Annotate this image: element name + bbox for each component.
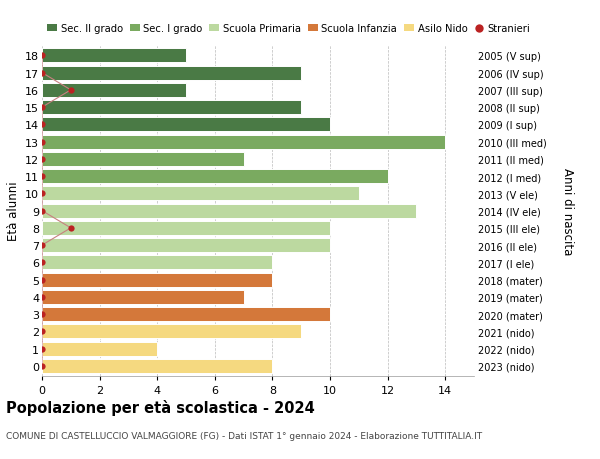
Bar <box>42 152 244 167</box>
Y-axis label: Età alunni: Età alunni <box>7 181 20 241</box>
Bar <box>42 118 330 132</box>
Bar <box>42 256 272 270</box>
Bar <box>42 290 244 304</box>
Bar <box>42 342 157 356</box>
Bar <box>42 49 186 63</box>
Bar <box>42 359 272 373</box>
Bar <box>42 84 186 98</box>
Bar <box>42 273 272 287</box>
Bar <box>42 135 445 149</box>
Bar <box>42 101 301 115</box>
Bar <box>42 325 301 339</box>
Bar <box>42 187 359 201</box>
Bar <box>42 67 301 80</box>
Bar <box>42 204 416 218</box>
Bar <box>42 221 330 235</box>
Bar <box>42 239 330 252</box>
Text: Popolazione per età scolastica - 2024: Popolazione per età scolastica - 2024 <box>6 399 315 415</box>
Legend: Sec. II grado, Sec. I grado, Scuola Primaria, Scuola Infanzia, Asilo Nido, Stran: Sec. II grado, Sec. I grado, Scuola Prim… <box>47 24 530 34</box>
Text: COMUNE DI CASTELLUCCIO VALMAGGIORE (FG) - Dati ISTAT 1° gennaio 2024 - Elaborazi: COMUNE DI CASTELLUCCIO VALMAGGIORE (FG) … <box>6 431 482 441</box>
Bar <box>42 170 388 184</box>
Bar <box>42 308 330 321</box>
Y-axis label: Anni di nascita: Anni di nascita <box>561 168 574 255</box>
